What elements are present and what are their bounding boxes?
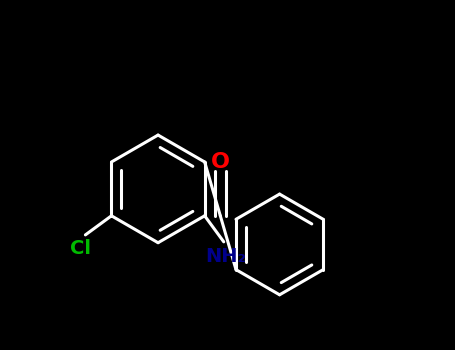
Text: NH₂: NH₂ [205, 247, 246, 266]
Text: O: O [211, 152, 230, 172]
Text: Cl: Cl [70, 239, 91, 258]
